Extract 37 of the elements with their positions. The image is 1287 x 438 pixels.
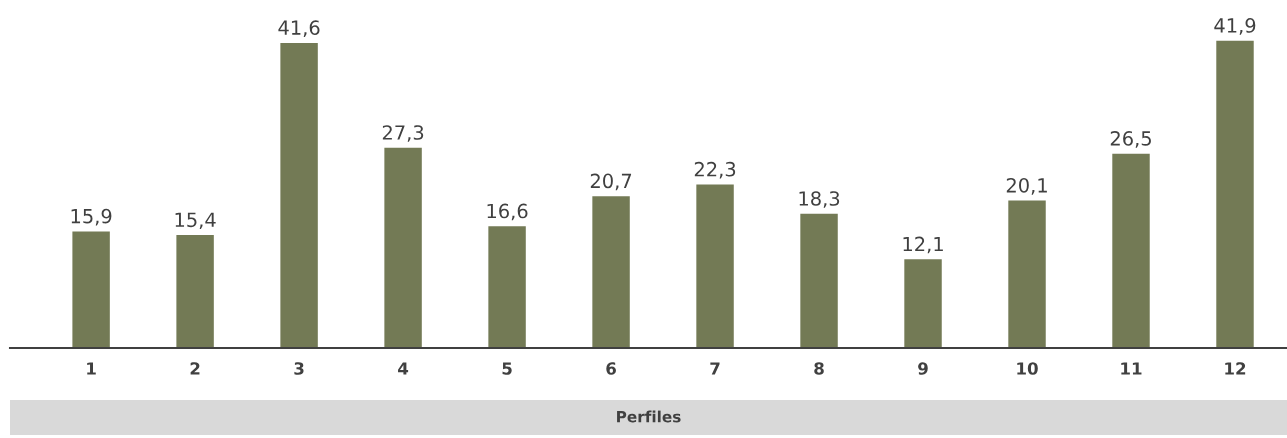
x-tick-label: 2 <box>190 362 200 375</box>
x-tick-label: 8 <box>814 362 824 375</box>
data-label: 12,1 <box>903 236 943 254</box>
data-label: 15,9 <box>71 208 112 226</box>
data-label: 26,5 <box>1110 131 1151 148</box>
data-label: 16,6 <box>487 203 528 221</box>
data-label: 22,3 <box>694 161 736 179</box>
data-label: 20,1 <box>1006 177 1047 195</box>
data-label: 20,7 <box>590 173 632 191</box>
x-tick-label: 6 <box>606 362 616 375</box>
bar <box>904 259 942 348</box>
bar <box>384 147 422 348</box>
bar <box>592 196 630 348</box>
data-label: 15,4 <box>175 212 216 230</box>
bar <box>72 231 110 348</box>
x-tick-label: 5 <box>502 362 512 375</box>
x-tick-label: 4 <box>398 362 409 375</box>
x-tick-label: 10 <box>1017 362 1038 375</box>
bar <box>696 184 734 348</box>
x-tick-label: 7 <box>710 362 720 375</box>
bar <box>488 226 526 348</box>
x-tick-label: 9 <box>918 362 928 375</box>
bar <box>176 235 214 348</box>
x-tick-label: 3 <box>294 362 304 375</box>
bar <box>800 213 838 348</box>
data-label: 27,3 <box>382 125 424 142</box>
data-label: 18,3 <box>799 191 840 208</box>
x-axis-title: Perfiles <box>617 410 681 423</box>
x-tick-label: 11 <box>1121 362 1142 375</box>
x-tick-label: 12 <box>1225 362 1246 375</box>
bar <box>280 42 318 348</box>
data-label: 41,6 <box>278 20 320 37</box>
bar <box>1216 40 1254 348</box>
x-tick-label: 1 <box>87 362 96 375</box>
bar <box>1008 200 1046 348</box>
bar <box>1112 153 1150 348</box>
data-label: 41,9 <box>1214 18 1256 35</box>
